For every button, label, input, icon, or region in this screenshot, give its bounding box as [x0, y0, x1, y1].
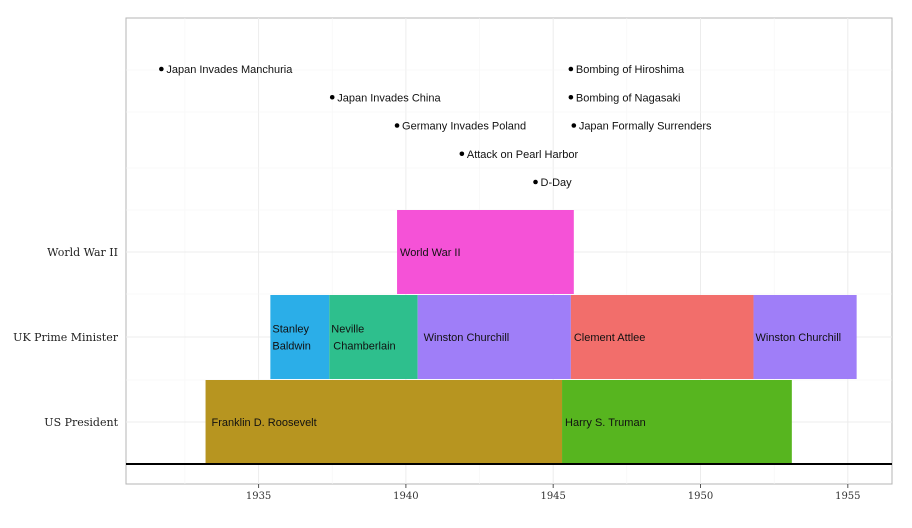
x-tick-label: 1940: [393, 491, 418, 502]
event-label: D-Day: [541, 177, 573, 189]
segment-label: Neville: [331, 324, 364, 336]
event-label: Japan Formally Surrenders: [579, 121, 712, 133]
category-label: UK Prime Minister: [13, 331, 119, 344]
segment-label: World War II: [400, 247, 461, 259]
category-labels: US President UK Prime Minister World War I…: [13, 246, 119, 429]
x-tick-label: 1935: [246, 491, 271, 502]
event-marker: [568, 66, 574, 72]
segment-label: Harry S. Truman: [565, 417, 646, 429]
segment-bar: [417, 295, 571, 379]
category-label: US President: [44, 416, 118, 429]
event-label: Germany Invades Poland: [402, 121, 526, 133]
segment-bar: [205, 380, 563, 464]
segment-label: Chamberlain: [333, 341, 395, 353]
event-label: Bombing of Hiroshima: [576, 64, 685, 76]
segment-bar: [270, 295, 330, 379]
segment-bar: [329, 295, 418, 379]
segment-bar: [562, 380, 792, 464]
event-label: Attack on Pearl Harbor: [467, 149, 579, 161]
segment-bar: [753, 295, 857, 379]
segment-label: Franklin D. Roosevelt: [212, 417, 317, 429]
segment-label: Winston Churchill: [756, 332, 842, 344]
segment-bar: [570, 295, 754, 379]
segment-label: Baldwin: [272, 341, 311, 353]
category-label: World War II: [47, 246, 118, 259]
event-label: Japan Invades China: [337, 92, 441, 104]
event-marker: [329, 94, 335, 100]
events-layer: Japan Invades Manchuria Japan Invades Chi…: [159, 64, 712, 189]
event-marker: [159, 66, 164, 72]
x-tick-label: 1945: [540, 491, 565, 502]
segment-label: Winston Churchill: [424, 332, 510, 344]
event-marker: [568, 94, 574, 100]
segment-label: Clement Attlee: [574, 332, 646, 344]
event-label: Bombing of Nagasaki: [576, 92, 681, 104]
segments-layer: Franklin D. Roosevelt Harry S. Truman Stan…: [205, 210, 857, 464]
x-tick-label: 1955: [835, 491, 860, 502]
x-tick-label: 1950: [688, 491, 713, 502]
event-marker: [571, 123, 577, 128]
event-marker: [394, 123, 400, 128]
x-axis-ticks: 1935 1940 1945 1950 1955: [246, 484, 861, 502]
event-marker: [533, 179, 538, 185]
event-marker: [459, 151, 465, 157]
segment-bar: [397, 210, 574, 294]
event-label: Japan Invades Manchuria: [166, 64, 293, 76]
segment-label: Stanley: [272, 324, 309, 336]
